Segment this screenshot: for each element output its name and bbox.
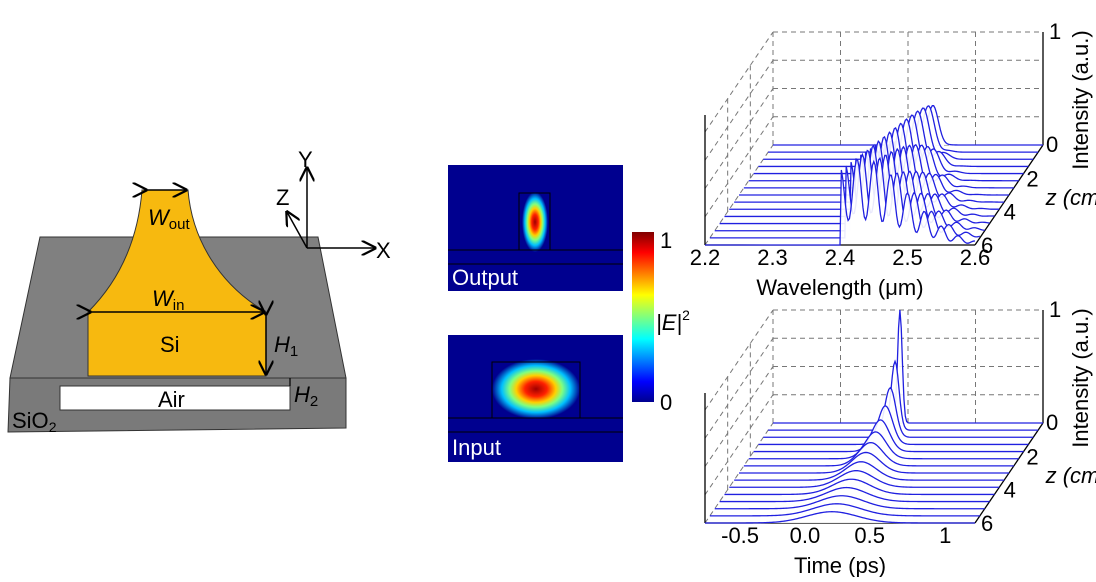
grid-line bbox=[704, 31, 774, 133]
colorbar bbox=[632, 232, 654, 402]
subscript: in bbox=[173, 297, 185, 314]
x-tick-label: 1 bbox=[939, 523, 951, 548]
z-tick-label: 6 bbox=[981, 233, 993, 258]
z-tick-label: 2 bbox=[1026, 166, 1038, 191]
trace bbox=[705, 511, 975, 524]
e-symbol: |E| bbox=[656, 310, 682, 335]
colorbar-tick: 1 bbox=[660, 228, 672, 253]
trace bbox=[724, 478, 995, 496]
trace bbox=[743, 441, 1014, 467]
grid-line bbox=[704, 309, 774, 411]
grid-line bbox=[704, 337, 774, 439]
grid-line bbox=[704, 88, 774, 189]
output-label: Output bbox=[452, 265, 518, 290]
mode-profiles: Output Input 1 0 |E|2 bbox=[448, 165, 690, 462]
x-axis-label: Wavelength (μm) bbox=[756, 275, 923, 300]
trace bbox=[709, 503, 980, 517]
y-axis-label: Y bbox=[298, 147, 313, 172]
trace bbox=[773, 309, 1043, 424]
z-tick-label: 4 bbox=[1004, 478, 1016, 503]
x-tick-label: 2.6 bbox=[960, 245, 991, 270]
x-tick-label: 0.5 bbox=[854, 523, 885, 548]
trace bbox=[758, 405, 1029, 446]
grid-line bbox=[704, 394, 774, 496]
z-axis-arrow bbox=[287, 212, 308, 249]
input-label: Input bbox=[452, 435, 501, 460]
subscript: 1 bbox=[290, 343, 298, 360]
w-out-label: Wout bbox=[148, 205, 190, 233]
trace bbox=[748, 431, 1019, 460]
waterfall-plots: 2.2 2.3 2.4 2.5 2.6 Wavelength (μm) 0 1 Intensit… bbox=[690, 19, 1096, 578]
input-mode bbox=[492, 359, 580, 419]
z-tick-label: 4 bbox=[1004, 200, 1016, 225]
subscript: 2 bbox=[49, 419, 57, 435]
grid-line bbox=[704, 59, 774, 161]
y-tick-label: 1 bbox=[1049, 297, 1061, 322]
colorbar-label: |E|2 bbox=[656, 307, 690, 335]
trace bbox=[753, 419, 1024, 453]
trace bbox=[734, 461, 1005, 481]
subscript: out bbox=[169, 216, 191, 233]
z-tick-label: 2 bbox=[1026, 444, 1038, 469]
sio-text: SiO bbox=[12, 408, 49, 433]
x-axis-label: Time (ps) bbox=[794, 553, 886, 577]
y-tick-label: 0 bbox=[1046, 410, 1058, 435]
trace bbox=[739, 451, 1009, 474]
grid-line bbox=[704, 422, 774, 524]
trace bbox=[719, 486, 990, 503]
x-axis-label: X bbox=[376, 238, 391, 263]
w-symbol: W bbox=[148, 205, 171, 230]
x-tick-label: 2.2 bbox=[690, 245, 721, 270]
subscript: 2 bbox=[310, 393, 318, 410]
x-tick-label: 2.3 bbox=[757, 245, 788, 270]
grid-line bbox=[704, 366, 774, 467]
superscript: 2 bbox=[682, 307, 690, 323]
air-gap bbox=[59, 385, 291, 411]
sio2-label: SiO2 bbox=[12, 408, 57, 435]
grid-line bbox=[704, 116, 774, 218]
y-axis-label: Intensity (a.u.) bbox=[1068, 308, 1093, 447]
trace bbox=[763, 386, 1034, 438]
axis-line bbox=[974, 144, 1044, 246]
z-tick-label: 6 bbox=[981, 511, 993, 536]
air-label: Air bbox=[158, 387, 185, 412]
h1-label: H1 bbox=[274, 332, 298, 360]
x-tick-label: 2.5 bbox=[892, 245, 923, 270]
h-symbol: H bbox=[294, 382, 310, 407]
si-taper bbox=[87, 189, 267, 377]
h-symbol: H bbox=[274, 332, 290, 357]
y-tick-label: 0 bbox=[1046, 132, 1058, 157]
trace bbox=[768, 359, 1039, 431]
trace bbox=[729, 469, 1000, 488]
z-axis-label: Z bbox=[276, 185, 289, 210]
output-mode bbox=[522, 192, 548, 252]
trace bbox=[714, 495, 985, 510]
y-tick-label: 1 bbox=[1049, 19, 1061, 44]
h2-label: H2 bbox=[294, 382, 318, 410]
grid-line bbox=[704, 144, 774, 246]
w-symbol: W bbox=[152, 286, 175, 311]
x-tick-label: 0.0 bbox=[790, 523, 821, 548]
waveguide-diagram: Wout Win Si H1 H2 Air SiO2 Y X Z bbox=[7, 147, 391, 435]
y-axis-label: Intensity (a.u.) bbox=[1068, 30, 1093, 169]
z-axis-label: z (cm) bbox=[1045, 463, 1096, 488]
x-tick-label: -0.5 bbox=[721, 523, 759, 548]
colorbar-tick: 0 bbox=[660, 390, 672, 415]
z-axis-label: z (cm) bbox=[1045, 185, 1096, 210]
si-label: Si bbox=[160, 332, 180, 357]
x-tick-label: 2.4 bbox=[825, 245, 856, 270]
w-in-label: Win bbox=[152, 286, 184, 314]
trace bbox=[705, 158, 976, 246]
